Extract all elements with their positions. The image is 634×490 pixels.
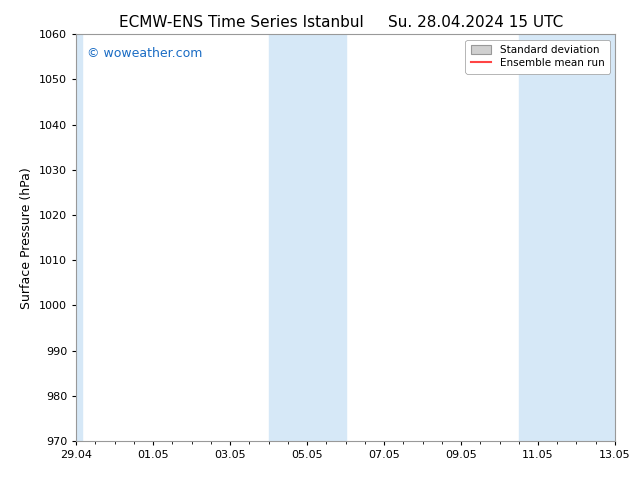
Text: Su. 28.04.2024 15 UTC: Su. 28.04.2024 15 UTC: [388, 15, 563, 30]
Y-axis label: Surface Pressure (hPa): Surface Pressure (hPa): [20, 167, 34, 309]
Text: ECMW-ENS Time Series Istanbul: ECMW-ENS Time Series Istanbul: [119, 15, 363, 30]
Bar: [269, 34, 346, 441]
Legend: Standard deviation, Ensemble mean run: Standard deviation, Ensemble mean run: [465, 40, 610, 74]
Bar: [519, 34, 634, 441]
Text: © woweather.com: © woweather.com: [87, 47, 202, 59]
Bar: [76, 34, 82, 441]
